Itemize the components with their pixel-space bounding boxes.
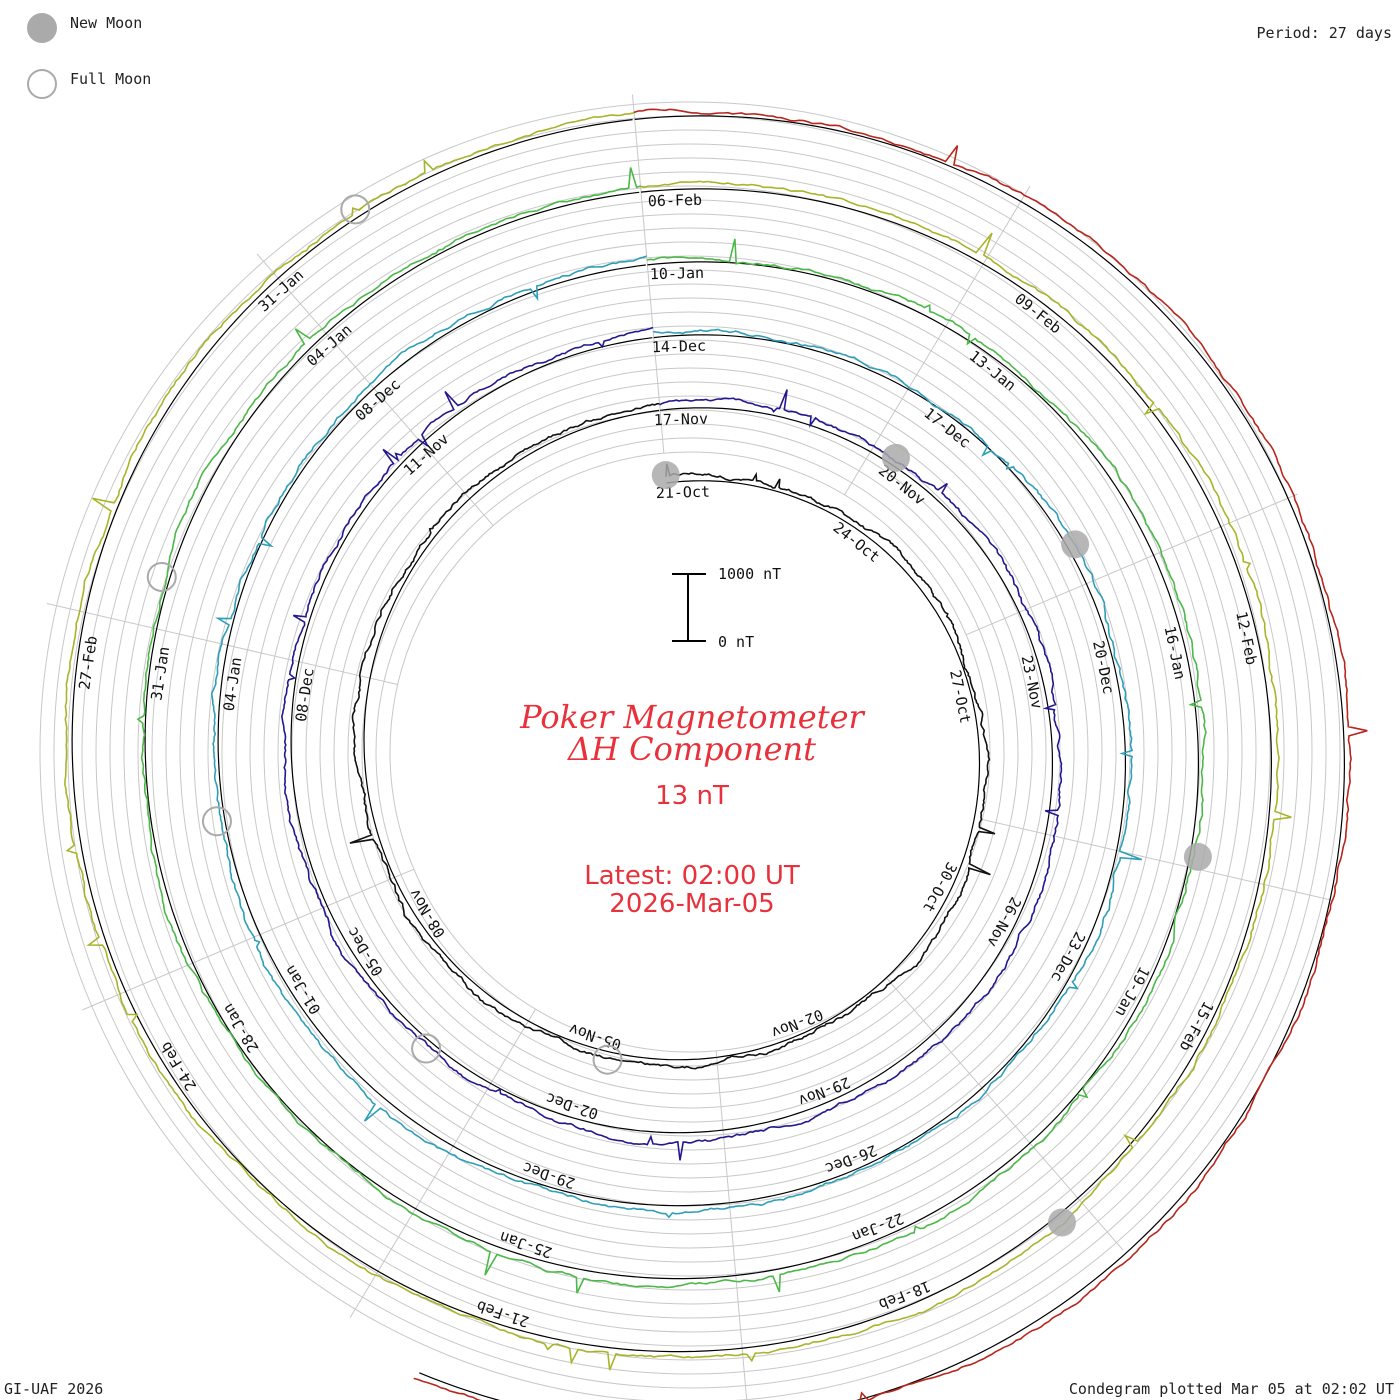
- grid-ring: [137, 199, 1243, 1305]
- grid-ring: [389, 451, 991, 1053]
- grid-ring: [123, 185, 1257, 1319]
- scale-bottom-label: 0 nT: [718, 633, 754, 651]
- full-moon-marker: [146, 561, 177, 592]
- tick-label: 23-Nov: [1018, 654, 1047, 711]
- legend: New Moon Full Moon: [27, 13, 151, 99]
- tick-label: 29-Nov: [796, 1073, 853, 1110]
- full-moon-marker: [201, 806, 232, 837]
- tick-label: 31-Jan: [255, 266, 307, 315]
- latest-time: Latest: 02:00 UT: [584, 861, 800, 891]
- new-moon-legend-icon: [27, 13, 57, 43]
- grid-ring: [165, 227, 1215, 1277]
- grid-ring: [305, 367, 1075, 1137]
- tick-label: 16-Jan: [1161, 624, 1190, 681]
- grid-spoke: [844, 186, 1031, 496]
- full-moon-legend-label: Full Moon: [70, 70, 151, 88]
- trace-rotation-6: [413, 108, 1368, 1400]
- moon-phase-markers: [146, 194, 1212, 1237]
- new-moon-marker: [1047, 1208, 1076, 1237]
- grid-ring: [347, 409, 1033, 1095]
- tick-label: 04-Jan: [220, 656, 246, 712]
- magnetometer-traces: [64, 108, 1368, 1400]
- period-label: Period: 27 days: [1257, 24, 1392, 42]
- tick-label: 22-Jan: [849, 1209, 906, 1246]
- tick-label: 15-Feb: [1176, 998, 1218, 1054]
- grid-ring: [291, 353, 1089, 1151]
- grid-spoke: [982, 818, 1334, 901]
- grid-ring: [109, 171, 1271, 1333]
- full-moon-marker: [411, 1033, 442, 1064]
- polar-grid: [39, 101, 1341, 1400]
- grid-ring: [361, 423, 1019, 1081]
- grid-ring: [81, 143, 1299, 1361]
- full-moon-legend-icon: [27, 69, 57, 99]
- full-moon-marker: [592, 1044, 623, 1075]
- trace-rotation-2: [280, 326, 1063, 1161]
- baseline-rotation-5: [71, 119, 1273, 1353]
- trace-rotation-5: [64, 112, 1292, 1371]
- tick-label: 08-Dec: [292, 667, 318, 723]
- new-moon-marker: [1061, 530, 1090, 559]
- tick-label: 19-Jan: [1112, 964, 1154, 1020]
- new-moon-marker: [1183, 842, 1212, 871]
- tick-label: 23-Dec: [1047, 929, 1089, 985]
- tick-label: 14-Dec: [652, 337, 707, 357]
- grid-ring: [95, 157, 1285, 1347]
- tick-label: 30-Oct: [919, 859, 961, 915]
- new-moon-marker: [651, 461, 680, 490]
- grid-spoke: [256, 253, 494, 526]
- footer-plotted-time: Condegram plotted Mar 05 at 02:02 UT: [1069, 1380, 1394, 1398]
- grid-ring: [39, 101, 1341, 1400]
- grid-ring: [375, 437, 1005, 1067]
- baseline-rotation-6: [419, 115, 1346, 1400]
- baseline-rotation-4: [144, 191, 1200, 1280]
- grid-ring: [179, 241, 1201, 1263]
- grid-spoke: [715, 1050, 748, 1400]
- new-moon-legend-label: New Moon: [70, 14, 142, 32]
- tick-label: 27-Feb: [75, 635, 101, 691]
- tick-label: 10-Jan: [650, 264, 705, 284]
- chart-title-line2: ΔH Component: [566, 730, 816, 768]
- grid-spoke: [349, 1008, 536, 1318]
- tick-label: 18-Feb: [876, 1277, 933, 1314]
- tick-label: 06-Feb: [648, 191, 703, 211]
- baseline-rotation-2: [290, 337, 1053, 1134]
- grid-ring: [277, 339, 1103, 1165]
- grid-ring: [193, 255, 1187, 1249]
- tick-label: 02-Nov: [769, 1005, 826, 1042]
- radial-spokes: [46, 94, 1334, 1400]
- grid-spoke: [631, 94, 665, 454]
- grid-spoke: [82, 868, 415, 1011]
- current-value: 13 nT: [655, 781, 729, 811]
- tick-label: 11-Nov: [400, 430, 452, 479]
- tick-label: 12-Feb: [1232, 610, 1261, 667]
- grid-ring: [319, 381, 1061, 1123]
- grid-ring: [207, 269, 1173, 1235]
- trace-rotation-4: [136, 167, 1207, 1294]
- chart-title-line1: Poker Magnetometer: [519, 698, 865, 736]
- grid-ring: [333, 395, 1047, 1109]
- grid-spoke: [886, 978, 1124, 1251]
- grid-ring: [263, 325, 1117, 1179]
- baseline-rotation-3: [217, 264, 1126, 1207]
- tick-label: 04-Jan: [303, 321, 355, 370]
- footer-credit: GI-UAF 2026: [4, 1380, 103, 1398]
- grid-ring: [249, 311, 1131, 1193]
- trace-rotation-3: [210, 255, 1143, 1219]
- baseline-rotation-1: [363, 409, 981, 1061]
- grid-ring: [221, 283, 1159, 1221]
- trace-rotation-1: [349, 402, 996, 1070]
- full-moon-marker: [340, 194, 371, 225]
- tick-label: 17-Nov: [654, 410, 709, 430]
- grid-spoke: [965, 493, 1298, 636]
- grid-ring: [67, 129, 1313, 1375]
- new-moon-marker: [881, 443, 910, 472]
- grid-ring: [151, 213, 1229, 1291]
- latest-date: 2026-Mar-05: [609, 889, 774, 919]
- scale-top-label: 1000 nT: [718, 565, 781, 583]
- rotation-baselines: [71, 115, 1346, 1400]
- scale-bar: 1000 nT 0 nT: [672, 565, 781, 651]
